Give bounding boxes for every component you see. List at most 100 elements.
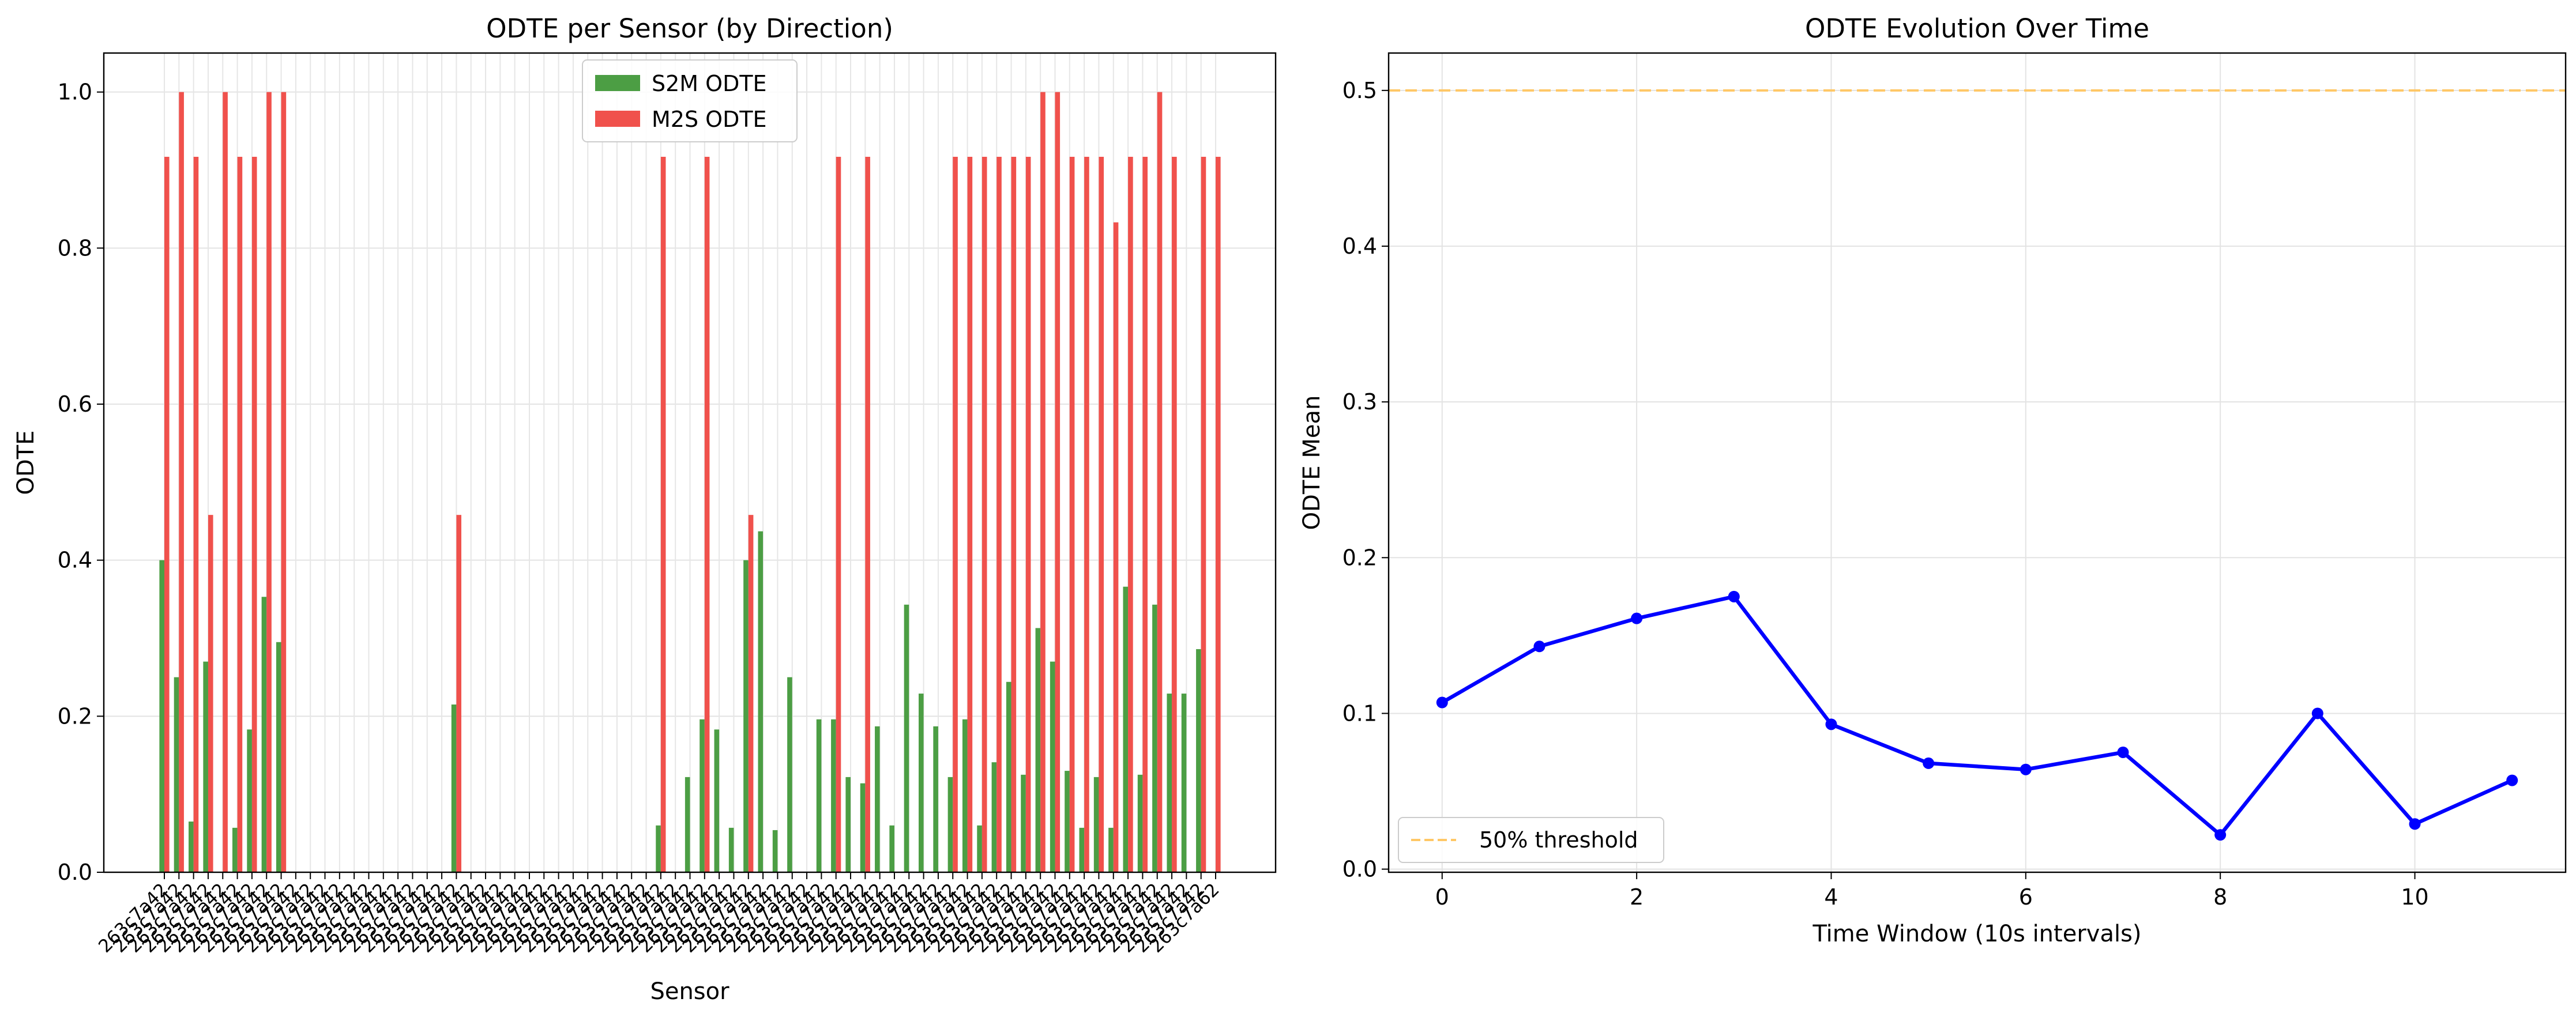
bar-chart-y-ticks: 0.0 0.2 0.4 0.6 0.8 1.0 [58,80,104,885]
legend-swatch-s2m [595,75,640,91]
bar-m2s [660,156,666,872]
line-chart-y-axis-label: ODTE Mean [1299,395,1325,530]
bar-m2s [1069,156,1075,872]
bar-m2s [179,92,184,873]
y-tick-label: 0.2 [1342,545,1377,570]
bar-m2s [1172,156,1177,872]
bar-s2m [860,783,866,872]
bar-m2s [1216,156,1221,872]
data-point [2117,746,2129,758]
bar-m2s [1011,156,1017,872]
bar-s2m [159,560,164,872]
bar-s2m [991,762,997,872]
bar-s2m [247,729,252,872]
bar-s2m [1065,771,1070,872]
bar-m2s [748,515,754,872]
bar-s2m [1152,604,1157,872]
bar-m2s [1113,222,1119,872]
y-tick-label: 0.4 [1342,233,1377,259]
bar-s2m [728,827,734,872]
bar-m2s [996,156,1002,872]
bar-s2m [1035,628,1041,872]
bar-m2s [237,156,243,872]
bar-s2m [451,704,457,872]
bar-m2s [208,515,213,872]
bar-s2m [203,661,208,872]
y-tick-label: 0.3 [1342,389,1377,415]
bar-s2m [656,825,661,872]
line-chart-points [1436,590,2518,841]
x-tick-label: 8 [2213,884,2227,910]
bar-s2m [1006,681,1011,872]
bar-s2m [977,825,982,872]
bar-m2s [1142,156,1148,872]
bar-s2m [831,719,836,872]
data-point [1533,641,1545,653]
bar-s2m [174,677,179,872]
y-tick-label: 0.5 [1342,78,1377,103]
bar-s2m [261,597,267,872]
bar-s2m [758,531,764,872]
line-chart-y-ticks: 0.0 0.1 0.2 0.3 0.4 0.5 [1342,78,1389,882]
bar-m2s [836,156,841,872]
bar-s2m [232,827,238,872]
y-tick-label: 0.4 [58,548,92,573]
bar-s2m [700,719,705,872]
data-point [1436,696,1448,709]
bar-m2s [193,156,199,872]
line-chart-legend-box [1398,817,1664,863]
data-point [1825,718,1837,730]
x-tick-label: 2 [1630,884,1644,910]
bar-m2s [1040,92,1046,873]
line-chart-title: ODTE Evolution Over Time [1805,13,2149,44]
bar-m2s [704,156,710,872]
bar-m2s [281,92,287,873]
data-point [2506,774,2518,786]
series-line-odte-mean [1441,594,2513,837]
bar-m2s [1128,156,1133,872]
bar-m2s [981,156,987,872]
bar-s2m [889,825,894,872]
y-tick-label: 0.1 [1342,700,1377,726]
bar-m2s [223,92,228,873]
bar-s2m [743,560,749,872]
bar-s2m [1181,694,1187,872]
bar-chart-x-axis-label: Sensor [650,978,729,1005]
bar-m2s [967,156,973,872]
bar-m2s [251,156,257,872]
y-tick-label: 0.0 [1342,857,1377,882]
bar-s2m [875,726,880,872]
bar-s2m [1196,649,1201,872]
data-point [2020,763,2032,775]
y-tick-label: 0.2 [58,703,92,729]
bar-s2m [947,777,953,872]
bar-s2m [1021,774,1026,872]
bar-s2m [1167,694,1172,872]
bar-m2s [164,156,170,872]
bar-s2m [189,822,194,872]
line-chart-odte-evolution: 0.0 0.1 0.2 0.3 0.4 0.5 0 2 4 6 8 10 ODTE Evolutio… [1299,13,2567,947]
bar-s2m [1137,774,1143,872]
bar-m2s [1201,156,1206,872]
bar-s2m [919,694,924,872]
bar-s2m [787,677,792,872]
legend-label-m2s: M2S ODTE [652,107,767,132]
x-tick-label: 10 [2401,884,2428,910]
bar-chart-title: ODTE per Sensor (by Direction) [486,13,893,44]
data-point [1631,612,1643,624]
legend-swatch-m2s [595,111,640,127]
bar-s2m [904,604,909,872]
y-tick-label: 0.6 [58,391,92,417]
bar-m2s [953,156,958,872]
bar-m2s [1157,92,1163,873]
y-tick-label: 1.0 [58,80,92,105]
bar-m2s [266,92,272,873]
legend-label-threshold: 50% threshold [1479,827,1638,853]
line-chart-legend: 50% threshold [1398,817,1664,863]
y-tick-label: 0.0 [58,860,92,885]
x-tick-label: 4 [1824,884,1838,910]
bar-s2m [1050,661,1055,872]
bar-s2m [1079,827,1085,872]
